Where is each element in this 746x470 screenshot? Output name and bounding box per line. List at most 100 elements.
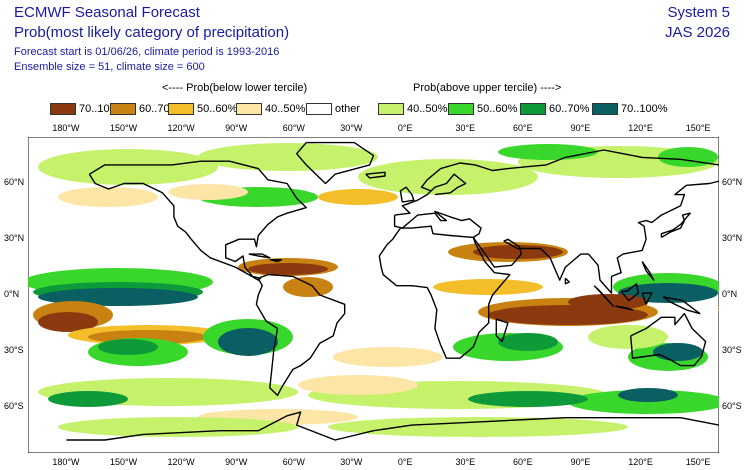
probability-region [358, 159, 538, 195]
probability-region [618, 283, 718, 303]
longitude-tick-label: 30°E [455, 123, 476, 133]
probability-region [468, 391, 588, 407]
legend-below-header: <---- Prob(below lower tercile) [162, 82, 308, 94]
coastline [393, 149, 719, 294]
coastline [660, 212, 691, 239]
probability-region [498, 333, 558, 351]
legend-label: 50..60% [197, 103, 238, 115]
legend-item: 60..70% [520, 102, 589, 116]
longitude-tick-label: 60°W [282, 457, 305, 467]
legend-item: 50..60% [448, 102, 517, 116]
coastline [269, 258, 283, 263]
latitude-tick-label: 30°N [4, 233, 25, 244]
precipitation-map [28, 137, 719, 453]
probability-region [328, 417, 628, 437]
longitude-tick-label: 90°E [570, 123, 591, 133]
longitude-tick-label: 180°W [52, 457, 80, 467]
probability-region [98, 339, 158, 355]
probability-region [38, 312, 98, 332]
probability-region [248, 263, 328, 275]
longitude-tick-label: 120°E [628, 123, 653, 133]
longitude-tick-label: 90°W [225, 123, 248, 133]
coastline [399, 186, 415, 203]
latitude-tick-label: 0°N [4, 289, 20, 299]
longitude-tick-label: 150°E [685, 457, 711, 467]
coastline [88, 160, 307, 281]
longitude-tick-label: 90°E [570, 457, 591, 467]
legend-item: 40..50% [378, 102, 447, 116]
map-canvas [28, 137, 719, 453]
legend-swatch [592, 103, 618, 115]
coastline [641, 292, 653, 306]
legend-swatch [168, 103, 194, 115]
longitude-tick-label: 30°E [455, 457, 476, 467]
probability-region [498, 144, 598, 160]
system-label: System 5 [667, 4, 730, 21]
coastline [378, 225, 511, 359]
forecast-start-text: Forecast start is 01/06/26, climate peri… [14, 46, 280, 58]
longitude-tick-label: 90°W [225, 457, 248, 467]
coastline [662, 296, 701, 315]
probability-region [198, 143, 378, 171]
probability-region [318, 189, 398, 205]
legend-label: 70..100% [621, 103, 668, 115]
longitude-tick-label: 120°W [167, 457, 195, 467]
probability-region [588, 325, 668, 349]
coastline [641, 261, 655, 281]
coastline [564, 277, 570, 285]
longitude-tick-label: 30°W [340, 457, 363, 467]
legend-swatch [448, 103, 474, 115]
legend-above-header: Prob(above upper tercile) ----> [413, 82, 562, 94]
probability-region [298, 375, 418, 395]
legend-label: 50..60% [477, 103, 518, 115]
coastline [430, 173, 467, 196]
probability-region [653, 343, 703, 361]
coastline [66, 411, 719, 441]
probability-region [333, 347, 443, 367]
longitude-tick-label: 0°E [397, 123, 413, 133]
probability-region [168, 184, 248, 200]
longitude-tick-label: 120°E [628, 457, 653, 467]
legend-item: 50..60% [168, 102, 237, 116]
coastline [615, 305, 634, 311]
probability-region [718, 306, 719, 312]
probability-region [58, 187, 158, 207]
coastlines [66, 141, 719, 441]
latitude-tick-label: 60°N [4, 177, 25, 188]
map-subtitle: Prob(most likely category of precipitati… [14, 24, 290, 41]
coastline [248, 253, 271, 259]
legend-swatch [110, 103, 136, 115]
latitude-tick-label: 0°N [722, 289, 738, 299]
longitude-tick-label: 60°E [513, 123, 533, 133]
longitude-tick-label: 150°W [109, 123, 138, 133]
legend-swatch [520, 103, 546, 115]
legend-label: 40..50% [265, 103, 306, 115]
longitude-tick-label: 150°E [685, 123, 711, 133]
longitude-tick-label: 60°W [282, 123, 305, 133]
latitude-tick-label: 30°S [722, 344, 742, 355]
probability-region [48, 391, 128, 407]
season-label: JAS 2026 [664, 24, 730, 41]
longitude-tick-label: 30°W [340, 123, 363, 133]
probability-region [433, 279, 543, 295]
latitude-tick-label: 60°S [4, 400, 24, 411]
legend-label: 60..70% [549, 103, 590, 115]
coastline [495, 318, 509, 343]
longitude-tick-label: 60°E [513, 457, 533, 467]
latitude-tick-label: 60°S [722, 400, 742, 411]
longitude-tick-label: 120°W [167, 123, 195, 133]
latitude-tick-label: 60°N [722, 177, 743, 188]
legend-swatch [50, 103, 76, 115]
probability-region [618, 388, 678, 402]
legend-label: 40..50% [407, 103, 448, 115]
coastline [365, 171, 386, 179]
probability-region [568, 294, 648, 310]
coastline [620, 283, 640, 302]
probability-fields [28, 143, 719, 437]
legend-item: other [306, 102, 360, 116]
legend-item: 70..100% [592, 102, 667, 116]
coastline [296, 141, 375, 185]
coastline [630, 312, 707, 367]
legend-swatch [236, 103, 262, 115]
probability-region [38, 149, 218, 185]
